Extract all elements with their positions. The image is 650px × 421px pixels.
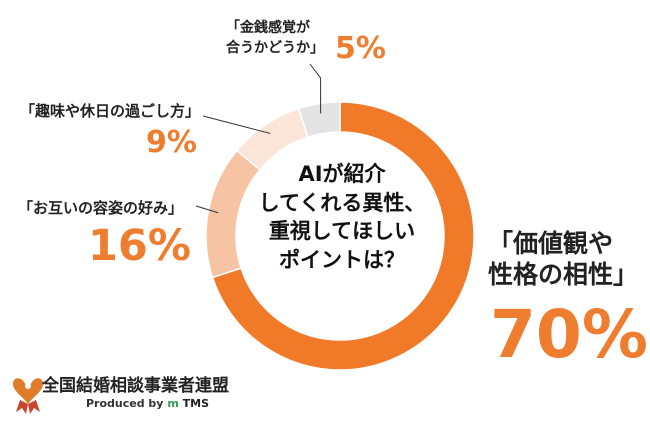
slice-value-values: 70% [490, 296, 648, 373]
center-question: AIが紹介 してくれる異性、 重視してほしい ポイントは？ [237, 160, 447, 274]
slice-label-line: 合うかどうか」 [226, 40, 324, 57]
slice-value-money: 5% [335, 31, 386, 66]
slice-money [297, 101, 341, 139]
produced-by-text: Produced by [86, 397, 164, 410]
slice-value-hobbies: 9% [146, 125, 197, 160]
center-line: ポイントは？ [279, 247, 405, 272]
leader-line [195, 205, 219, 214]
slice-label-line: 「金銭感覚が [226, 20, 310, 36]
slice-value-looks: 16% [88, 221, 191, 271]
leader-line [309, 63, 322, 114]
brand-name: TMS [182, 397, 210, 410]
center-line: AIが紹介 [298, 162, 386, 186]
org-name: 全国結婚相談事業者連盟 [42, 376, 229, 396]
produced-by: Produced by m TMS [86, 397, 209, 410]
leader-line [202, 115, 271, 134]
heart-ribbon-icon [12, 378, 44, 414]
slice-label-hobbies: 「趣味や休日の過ごし方」 [20, 102, 201, 120]
center-line: 重視してほしい [268, 219, 416, 244]
slice-label-line: 「価値観や [488, 229, 614, 258]
slice-label-looks: 「お互いの容姿の好み」 [18, 199, 184, 217]
center-line: してくれる異性、 [258, 190, 426, 215]
tms-logo-icon: m [167, 397, 179, 410]
slice-label-values: 「価値観や 性格の相性」 [488, 228, 638, 291]
slice-label-line: 性格の相性」 [488, 260, 639, 290]
slice-label-money: 「金銭感覚が 合うかどうか」 [226, 18, 324, 59]
slice-values [211, 101, 475, 371]
